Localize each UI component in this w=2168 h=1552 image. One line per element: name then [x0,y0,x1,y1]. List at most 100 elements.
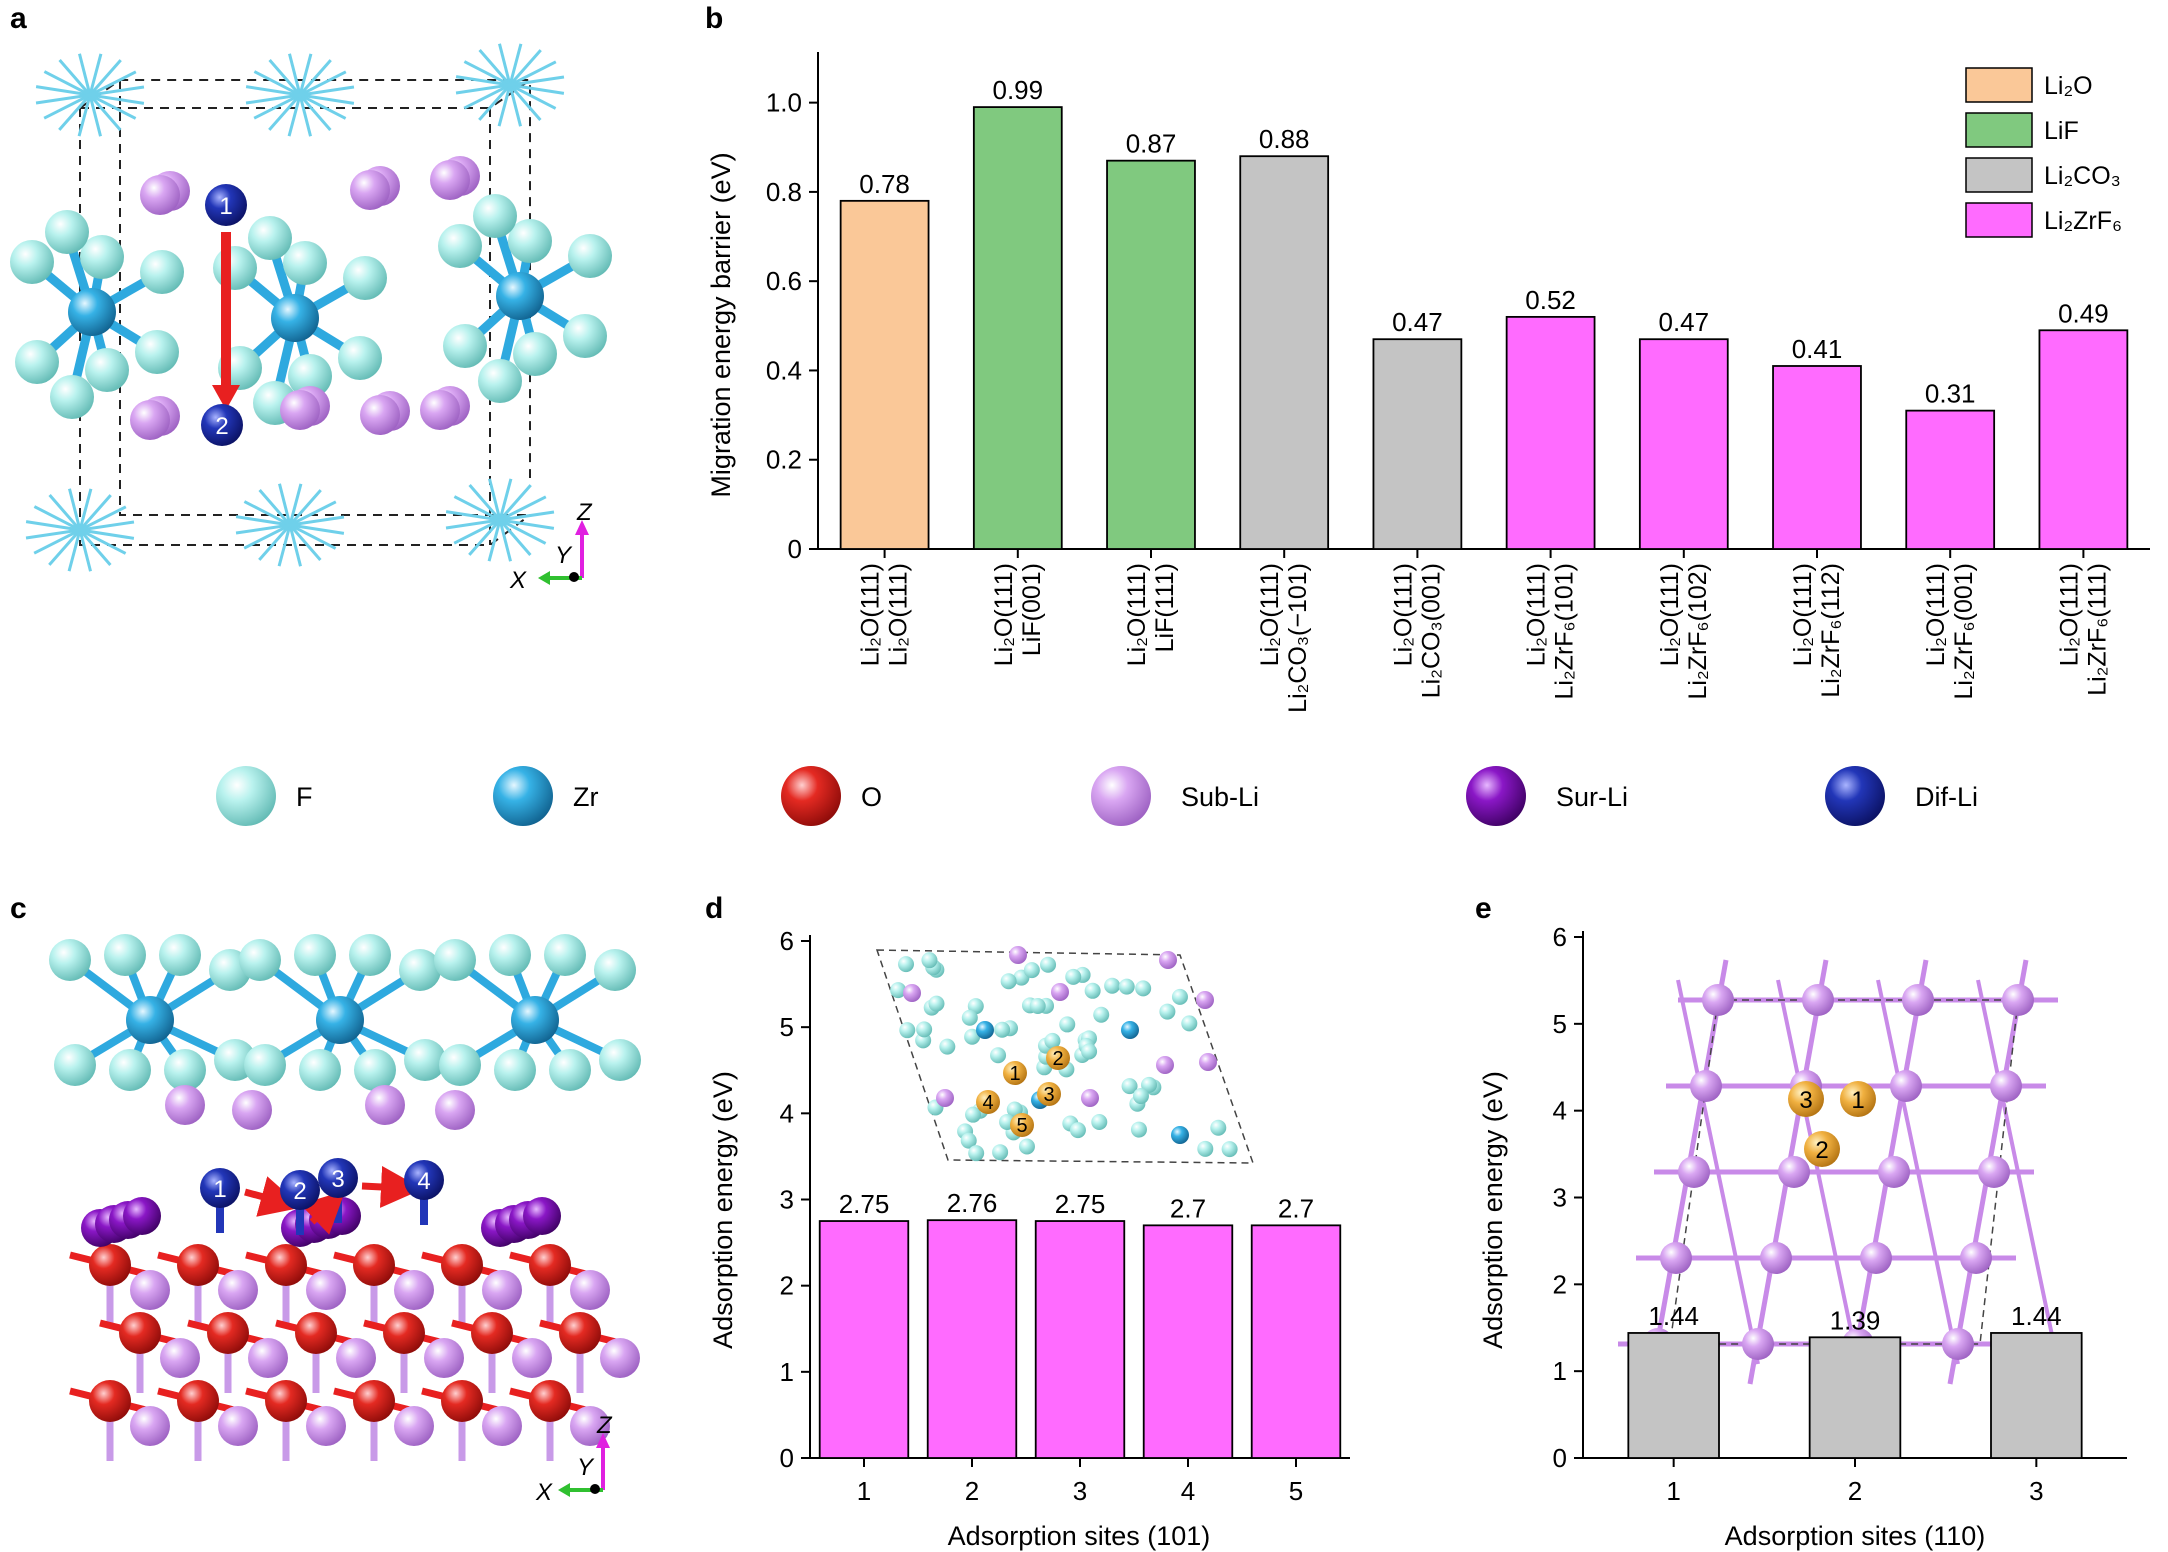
b-value-label: 0.47 [1392,307,1443,337]
d-value-label: 2.75 [1055,1189,1106,1219]
li-atom [1690,1070,1722,1102]
b-value-label: 0.31 [1925,379,1976,409]
axis-triad-a: Z Y X [509,499,593,594]
category-line1: Li₂O(111) [1656,563,1684,666]
sub-li-atom [248,1338,288,1378]
e-value-label: 1.39 [1830,1305,1881,1335]
f-stick [445,510,555,530]
f-atom [438,224,482,268]
d-bar [818,1220,910,1459]
b-ylabel: Migration energy barrier (eV) [706,152,736,497]
atom-label-Zr: Zr [573,782,598,812]
panel-letter-e: e [1475,892,1492,925]
e-value-labels: 1.44 1.39 1.44 [1648,1301,2061,1335]
b-legend: Li₂O LiF Li₂CO₃ Li₂ZrF₆ [1965,67,2122,238]
sub-li-atom [160,1338,200,1378]
d-ytick-label: 2 [780,1271,794,1301]
legend-label-LiF: LiF [2044,117,2079,145]
f-atom [964,1028,981,1045]
sub-li-atom [482,1406,522,1446]
zr-atom [126,996,174,1044]
sub-li-atom [232,1090,272,1130]
o-atom [529,1380,571,1422]
f-atom [404,1039,446,1081]
sub-li-atom [280,390,320,430]
sub-li-atom [435,1090,475,1130]
li-atom [1660,1242,1692,1274]
e-value-label: 1.44 [1648,1301,1699,1331]
d-ytick-label: 4 [780,1098,794,1128]
e-xlabel: Adsorption sites (110) [1725,1521,1986,1551]
f-atom [85,348,129,392]
dif-li-site [404,1160,444,1200]
c-zrf6-layer [49,934,641,1130]
zr-atom [271,294,319,342]
e-category-labels: 1 2 3 [1666,1476,2043,1506]
f-atom [164,1049,206,1091]
f-atom [213,246,257,290]
e-bar [1808,1336,1902,1459]
b-category: Li₂O(111) Li₂ZrF₆(101) [1523,563,1579,699]
b-value-label: 0.99 [992,75,1043,105]
li-atom [1802,984,1834,1016]
atom-label-F: F [296,782,313,812]
f-atom [349,934,391,976]
e-category: 2 [1848,1476,1862,1506]
sub-li-atom [1009,946,1027,964]
panel-letter-c: c [10,892,27,925]
b-ytick-label: 0.2 [766,445,802,475]
li-bond [1876,979,1960,1365]
f-atom [1181,1015,1198,1032]
e-category: 1 [1666,1476,1680,1506]
d-bar [1250,1224,1342,1459]
li-atom [1990,1070,2022,1102]
category-line2: Li₂ZrF₆(111) [2083,563,2111,696]
category-line2: Li₂ZrF₆(112) [1817,563,1845,698]
f-stick [245,85,355,105]
adsorption-site [1010,1113,1034,1137]
f-atom [244,1044,286,1086]
f-atom [1065,968,1082,985]
category-line2: LiF(111) [1151,563,1179,652]
legend-label-Li2O: Li₂O [2044,72,2093,100]
b-value-label: 0.49 [2058,298,2109,328]
dif-li-site [280,1170,320,1210]
li-atom [1760,1242,1792,1274]
f-atom [1132,1088,1149,1105]
b-value-label: 0.41 [1792,334,1843,364]
zr-atom [68,288,116,336]
f-atom [109,1049,151,1091]
zr-atom [976,1021,994,1039]
li-atom [1890,1070,1922,1102]
o-atom [441,1380,483,1422]
atom-legend: F Zr O Sub-Li Sur-Li Dif-Li [216,766,1978,826]
f-atom [1171,988,1188,1005]
adsorption-site [976,1090,1000,1114]
f-atom [434,939,476,981]
atom-swatch-Zr [493,766,553,826]
f-atom [248,216,292,260]
d-category: 5 [1289,1476,1303,1506]
f-atom [1121,1078,1138,1095]
atom-swatch-F [216,766,276,826]
e-ytick-label: 6 [1553,922,1567,952]
atom-label-Dif-Li: Dif-Li [1915,782,1978,812]
b-ytick-label: 0.4 [766,355,802,385]
atom-swatch-Dif-Li [1825,766,1885,826]
o-atom [119,1312,161,1354]
site-number: 4 [982,1092,993,1114]
o-atom [471,1312,513,1354]
atom-label-O: O [861,782,882,812]
b-bar [1372,338,1463,550]
f-atom [439,1044,481,1086]
f-atom [916,1021,933,1038]
category-line1: Li₂O(111) [1123,563,1151,666]
category-line2: Li₂ZrF₆(102) [1684,563,1712,699]
f-atom [1159,1003,1176,1020]
e-value-label: 1.44 [2011,1301,2062,1331]
d-value-label: 2.75 [839,1189,890,1219]
site-number: 2 [1052,1048,1063,1070]
f-stick [25,520,135,540]
li-atom [1702,984,1734,1016]
